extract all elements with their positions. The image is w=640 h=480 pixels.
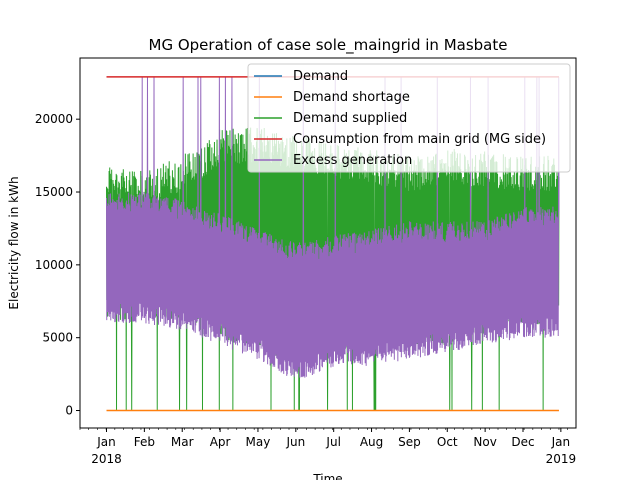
x-tick-label: Jun xyxy=(285,435,305,449)
legend-label: Demand supplied xyxy=(293,111,407,126)
x-tick-label: Jan xyxy=(96,435,116,449)
x-axis-label: Time xyxy=(312,472,342,480)
legend-label: Demand shortage xyxy=(293,90,410,105)
x-tick-label: Nov xyxy=(473,435,496,449)
x-tick-label: Aug xyxy=(360,435,383,449)
x-year-label: 2019 xyxy=(546,452,577,466)
legend-label: Consumption from main grid (MG side) xyxy=(293,132,546,147)
y-tick-label: 10000 xyxy=(35,258,73,272)
x-tick-label: May xyxy=(246,435,271,449)
y-axis: 0 5000 10000 15000 20000 xyxy=(35,112,80,418)
y-tick-label: 0 xyxy=(65,404,73,418)
legend-label: Demand xyxy=(293,69,348,84)
plot-area-frame xyxy=(79,57,577,429)
x-axis: Jan Feb Mar Apr May Jun Jul Aug Sep Oct Nov Dec Jan 2… xyxy=(79,428,577,466)
x-tick-label: Oct xyxy=(437,435,458,449)
x-tick-label: Dec xyxy=(511,435,534,449)
legend: Demand Demand shortage Demand supplied Cons… xyxy=(247,63,571,173)
chart-title: MG Operation of case sole_maingrid in Ma… xyxy=(149,36,508,55)
x-tick-label: Apr xyxy=(210,435,231,449)
x-year-label: 2018 xyxy=(91,452,122,466)
y-tick-label: 20000 xyxy=(35,112,73,126)
x-tick-label: Feb xyxy=(134,435,155,449)
x-tick-label: Jul xyxy=(325,435,340,449)
x-tick-label: Sep xyxy=(398,435,421,449)
series-excess-generation xyxy=(106,76,560,378)
y-tick-label: 15000 xyxy=(35,185,73,199)
legend-box xyxy=(247,63,571,173)
legend-label: Excess generation xyxy=(293,153,412,168)
y-tick-label: 5000 xyxy=(42,331,73,345)
y-axis-label: Electricity flow in kWh xyxy=(7,176,21,309)
x-tick-label: Jan xyxy=(551,435,571,449)
x-tick-label: Mar xyxy=(171,435,194,449)
